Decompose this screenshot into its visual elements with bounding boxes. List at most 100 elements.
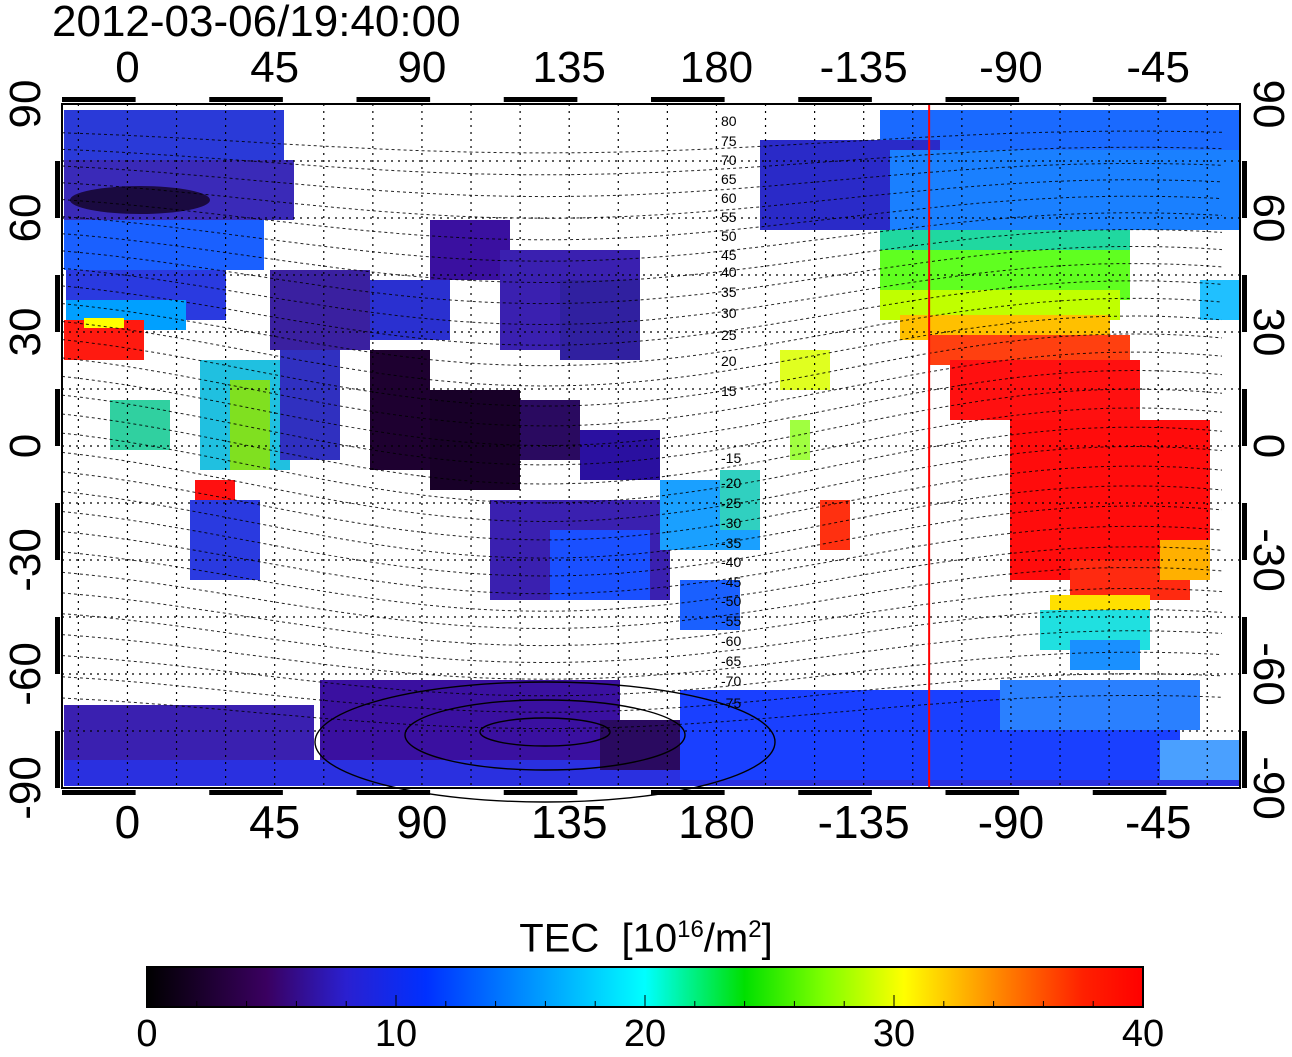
frame-tick-bar	[356, 790, 431, 795]
magnetic-contour-line	[61, 673, 1223, 713]
magnetic-contour-line	[61, 246, 1223, 305]
magnetic-contour-line	[61, 280, 1223, 346]
contour-label: 20	[721, 353, 737, 369]
colorbar-title-label: TEC	[519, 916, 600, 961]
top-lon-tick-2: 90	[397, 43, 447, 92]
magnetic-contour-line	[61, 426, 1223, 504]
frame-tick-bar	[798, 790, 872, 795]
colorbar-ticks	[146, 995, 1144, 1007]
colorbar-unit-mid: /m	[703, 916, 749, 961]
frame-tick-bar	[1242, 731, 1247, 788]
frame-tick-bar	[55, 275, 60, 332]
colorbar-tick-label-1: 10	[374, 1013, 418, 1055]
frame-tick-bar	[798, 97, 872, 102]
frame-tick-bar	[209, 97, 283, 102]
magnetic-contour-line	[61, 695, 1223, 730]
contour-label: -25	[721, 495, 741, 511]
colorbar-title: TEC [1016/m2]	[0, 906, 1292, 962]
frame-tick-bar	[209, 790, 283, 795]
colorbar-tick-label-3: 30	[872, 1013, 916, 1055]
map-frame	[61, 103, 1241, 789]
contour-label: -70	[721, 673, 741, 689]
frame-tick-bar	[55, 161, 60, 218]
contour-label: 50	[721, 228, 737, 244]
contour-label: 75	[721, 133, 737, 149]
top-lon-tick-6: -90	[979, 43, 1043, 92]
frame-tick-bar	[62, 97, 136, 102]
magnetic-contour-line	[61, 146, 1223, 176]
magnetic-contour-line	[61, 630, 1223, 680]
tec-data-layer	[64, 110, 1240, 786]
bottom-lon-tick-7: -45	[1124, 796, 1192, 848]
frame-tick-bar	[1242, 389, 1247, 446]
contour-label: -75	[721, 695, 741, 711]
magnetic-contour-line	[61, 567, 1223, 630]
top-lon-tick-4: 180	[679, 43, 754, 92]
magnetic-contour-line	[61, 130, 1223, 154]
frame-tick-bar	[945, 790, 1020, 795]
frame-tick-bar	[55, 731, 60, 788]
contour-label: 30	[721, 305, 737, 321]
frame-tick-bar	[503, 790, 578, 795]
contour-label: -45	[721, 574, 741, 590]
magnetic-contour-line	[61, 212, 1223, 262]
colorbar-unit-prefix: [10	[621, 916, 678, 961]
bottom-lon-tick-5: -135	[817, 796, 910, 848]
contour-label: 60	[721, 190, 737, 206]
contour-label: -65	[721, 653, 741, 669]
magnetic-contour-line	[61, 263, 1223, 326]
frame-tick-bar	[1092, 790, 1167, 795]
colorbar-unit-exp1: 16	[677, 916, 704, 943]
bottom-lon-tick-6: -90	[977, 796, 1045, 848]
frame-tick-bar	[55, 617, 60, 674]
frame-tick-bar	[651, 790, 725, 795]
frame-tick-bar	[55, 503, 60, 560]
magnetic-contour-line	[61, 588, 1223, 647]
top-lon-tick-3: 135	[532, 43, 606, 92]
contour-label: 55	[721, 209, 737, 225]
contour-label: 25	[721, 327, 737, 343]
magnetic-contour-line	[61, 407, 1223, 485]
colorbar-tick-label-0: 0	[136, 1013, 158, 1055]
top-lon-tick-7: -45	[1126, 43, 1190, 92]
contour-label: -40	[721, 554, 741, 570]
magnetic-contour-line	[61, 651, 1223, 697]
contour-label: -15	[721, 450, 741, 466]
frame-tick-bar	[356, 97, 431, 102]
frame-tick-bar	[651, 97, 725, 102]
frame-tick-bar	[945, 97, 1020, 102]
top-lon-tick-0: 0	[115, 43, 140, 92]
frame-tick-bar	[1092, 97, 1167, 102]
south-magnetic-pole-contours	[314, 681, 776, 803]
frame-tick-bar	[62, 790, 136, 795]
colorbar-tick-label-4: 40	[1121, 1013, 1165, 1055]
bottom-lon-tick-2: 90	[396, 796, 448, 848]
frame-tick-marks	[55, 97, 1247, 795]
map-title: 2012-03-06/19:40:00	[52, 0, 461, 46]
magnetic-contour-line	[61, 229, 1223, 284]
contour-label: -60	[721, 633, 741, 649]
magnetic-contour-line	[61, 163, 1223, 198]
bottom-lon-tick-0: 0	[114, 796, 141, 848]
frame-tick-bar	[1242, 275, 1247, 332]
frame-tick-bar	[503, 97, 578, 102]
colorbar-unit-suffix: ]	[761, 916, 773, 961]
magnetic-contour-line	[61, 297, 1223, 367]
magnetic-contour-line	[61, 546, 1223, 612]
bottom-lon-tick-4: 180	[678, 796, 755, 848]
contour-label: 80	[721, 113, 737, 129]
contour-label: 15	[721, 383, 737, 399]
contour-label: 70	[721, 152, 737, 168]
contour-label: -55	[721, 613, 741, 629]
contour-label: -50	[721, 593, 741, 609]
frame-tick-bar	[1242, 503, 1247, 560]
colorbar-tick-label-2: 20	[623, 1013, 667, 1055]
contour-label: 35	[721, 284, 737, 300]
bottom-lon-tick-3: 135	[530, 796, 608, 848]
frame-tick-bar	[1242, 617, 1247, 674]
contour-label: 40	[721, 264, 737, 280]
magnetic-contour-line	[61, 609, 1223, 664]
magnetic-contour-line	[61, 179, 1223, 219]
